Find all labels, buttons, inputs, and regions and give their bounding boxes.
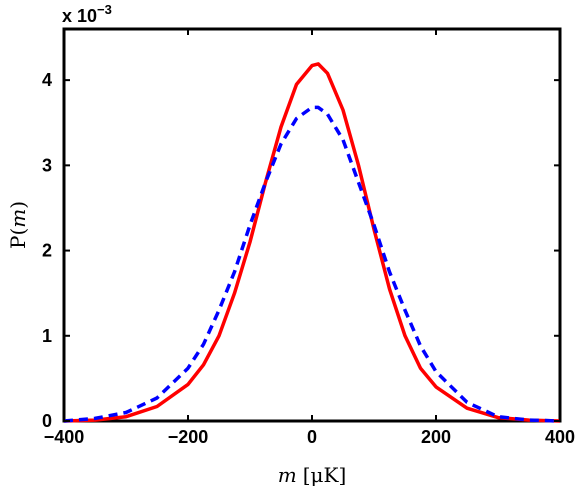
y-axis-label: P(m) [6, 201, 30, 249]
series-layer [63, 62, 561, 423]
y-tick-label: 3 [42, 155, 52, 175]
x-tick-label: 200 [421, 427, 451, 447]
plot-frame [62, 27, 562, 423]
y-tick-label: 2 [42, 241, 52, 261]
x-tick-label: −400 [44, 427, 85, 447]
series-line-2 [63, 105, 561, 423]
x-axis-variable: m [278, 463, 297, 487]
y-tick-label: 1 [42, 326, 52, 346]
y-tick-label: 0 [42, 411, 52, 431]
tick-layer: −400 −200 0 200 400 0 1 2 3 4 [42, 29, 575, 447]
x-tick-label: −200 [168, 427, 209, 447]
y-axis-multiplier: x 10−3 [62, 2, 112, 26]
x-tick-label: 0 [307, 427, 317, 447]
x-axis-label: m [μK] [278, 463, 347, 487]
series-line-1 [63, 62, 561, 423]
y-axis-variable: m [6, 209, 30, 228]
y-tick-label: 4 [42, 70, 52, 90]
y-multiplier-base: x 10 [62, 6, 97, 26]
x-axis-unit: [μK] [303, 463, 347, 487]
y-multiplier-exponent: −3 [97, 2, 112, 17]
y-axis-label-post: ) [6, 201, 30, 209]
y-axis-label-pre: P( [6, 228, 30, 249]
x-tick-label: 400 [545, 427, 575, 447]
plot-area: −400 −200 0 200 400 0 1 2 3 4 [42, 27, 575, 447]
